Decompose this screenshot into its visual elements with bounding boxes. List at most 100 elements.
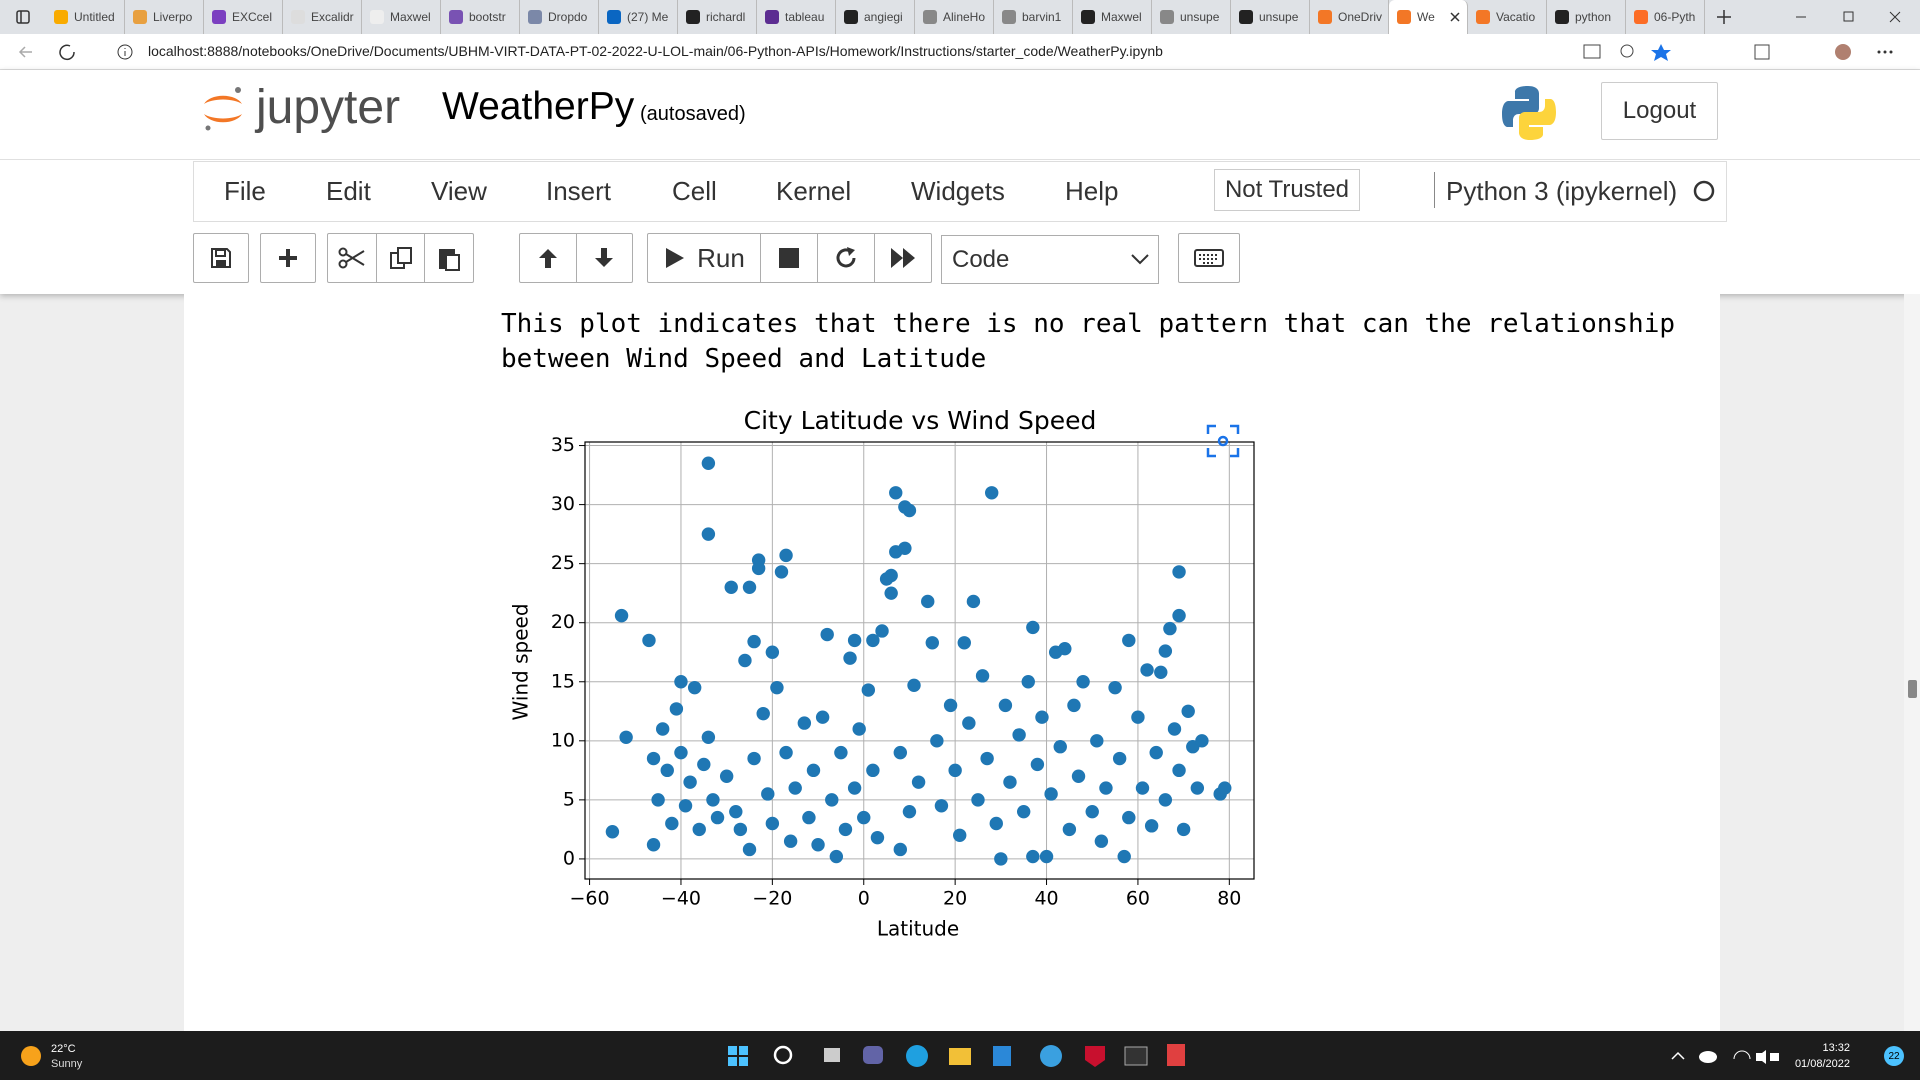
browser-tab[interactable]: Maxwel	[362, 0, 441, 34]
menu-item[interactable]: Edit	[326, 176, 371, 206]
tab-title: OneDriv	[1338, 10, 1383, 24]
browser-tab[interactable]: unsupe	[1152, 0, 1231, 34]
clock-date[interactable]: 01/08/2022	[1794, 1058, 1850, 1070]
scatter-point	[646, 838, 661, 852]
scatter-point	[619, 730, 633, 744]
browser-tab[interactable]: We	[1389, 0, 1468, 34]
clipboard-buttons[interactable]	[327, 233, 474, 283]
menu-item[interactable]: Widgets	[911, 176, 1005, 206]
weather-description[interactable]: Sunny	[51, 1058, 83, 1070]
weather-temperature[interactable]: 22°C	[51, 1043, 76, 1055]
scrollbar[interactable]	[1904, 294, 1920, 1031]
browser-tab[interactable]: python	[1547, 0, 1626, 34]
menu-item[interactable]: Help	[1065, 176, 1119, 206]
tab-title: AlineHo	[943, 10, 986, 24]
kernel-name[interactable]: Python 3 (ipykernel)	[1446, 176, 1678, 206]
scatter-point	[779, 548, 793, 563]
browser-tab[interactable]: EXCcel	[204, 0, 283, 34]
browser-tab[interactable]: OneDriv	[1310, 0, 1389, 34]
logout-button[interactable]: Logout	[1601, 82, 1718, 140]
menu-item[interactable]: Kernel	[776, 176, 852, 206]
scatter-point	[697, 757, 711, 772]
scatter-point	[953, 828, 967, 842]
jupyter-logo[interactable]: jupyter	[256, 81, 401, 134]
tab-title: Maxwel	[1101, 10, 1142, 24]
tab-icon	[1160, 10, 1174, 24]
y-tick-label: 0	[563, 847, 575, 869]
shortcuts-button[interactable]	[1178, 233, 1240, 283]
tab-title: richardl	[706, 10, 746, 24]
tab-icon	[1555, 10, 1569, 24]
window-controls[interactable]	[1790, 8, 1910, 26]
scatter-point	[898, 541, 912, 555]
browser-tab[interactable]: bootstr	[441, 0, 520, 34]
notification-badge[interactable]: 22	[1884, 1046, 1904, 1066]
trusted-indicator[interactable]: Not Trusted	[1214, 169, 1360, 211]
scatter-point	[902, 804, 917, 819]
scatter-point	[838, 822, 853, 837]
scatter-point	[1085, 804, 1099, 819]
x-tick-label: 40	[1034, 888, 1058, 910]
browser-tab[interactable]: tableau	[757, 0, 836, 34]
tab-title: (27) Me	[627, 10, 669, 24]
scatter-point	[1094, 834, 1109, 848]
browser-tab[interactable]: richardl	[678, 0, 757, 34]
nav-buttons[interactable]	[18, 43, 78, 61]
scatter-point	[765, 645, 780, 659]
menu-item[interactable]: File	[224, 176, 266, 206]
insert-cell-button[interactable]	[260, 233, 316, 283]
browser-tab[interactable]: Vacatio	[1468, 0, 1547, 34]
scatter-point	[975, 669, 990, 683]
browser-tab[interactable]: Dropdo	[520, 0, 599, 34]
menu-item[interactable]: Cell	[672, 176, 717, 206]
browser-tab[interactable]: Liverpo	[125, 0, 204, 34]
taskbar-apps[interactable]	[725, 1040, 1195, 1072]
expand-image-icon[interactable]	[1206, 424, 1240, 458]
run-controls[interactable]: Run	[647, 233, 932, 283]
browser-tab[interactable]: AlineHo	[915, 0, 994, 34]
move-buttons[interactable]	[519, 233, 633, 283]
scatter-point	[985, 486, 999, 500]
scatter-point	[1163, 621, 1177, 636]
system-tray[interactable]	[1670, 1047, 1780, 1065]
x-tick-label: 0	[858, 888, 870, 910]
scatter-point	[829, 849, 844, 864]
notebook-name[interactable]: WeatherPy	[442, 85, 635, 128]
browser-tab[interactable]: angiegi	[836, 0, 915, 34]
scatter-point	[1158, 644, 1173, 658]
scatter-point	[669, 702, 684, 716]
tab-title: Excalidr	[311, 10, 354, 24]
browser-tab[interactable]: Excalidr	[283, 0, 362, 34]
browser-tab[interactable]: Untitled	[46, 0, 125, 34]
scatter-point	[701, 456, 716, 470]
tab-actions[interactable]	[16, 10, 30, 24]
menu-item[interactable]: Insert	[546, 176, 612, 206]
tab-icon	[1239, 10, 1253, 24]
scatter-point	[980, 751, 994, 766]
tab-close[interactable]	[1449, 11, 1461, 23]
cell-type-select[interactable]: Code	[941, 235, 1159, 284]
tab-icon	[1002, 10, 1016, 24]
markdown-line: between Wind Speed and Latitude	[501, 344, 987, 374]
scatter-point	[884, 568, 898, 583]
site-info[interactable]	[117, 44, 133, 60]
url[interactable]: localhost:8888/notebooks/OneDrive/Docume…	[148, 43, 1163, 59]
tab-title: unsupe	[1180, 10, 1220, 24]
scatter-point	[1172, 763, 1186, 778]
browser-tab[interactable]: unsupe	[1231, 0, 1310, 34]
browser-tab[interactable]: 06-Pyth	[1626, 0, 1705, 34]
menu-item[interactable]: View	[431, 176, 487, 206]
new-tab[interactable]	[1716, 9, 1732, 25]
cell-type[interactable]: Code	[952, 245, 1010, 273]
scatter-point	[852, 722, 866, 736]
run-label[interactable]: Run	[697, 242, 745, 273]
tab-icon	[133, 10, 147, 24]
browser-tab[interactable]: Maxwel	[1073, 0, 1152, 34]
browser-tools[interactable]	[1540, 42, 1900, 62]
browser-tab[interactable]: (27) Me	[599, 0, 678, 34]
save-button[interactable]	[193, 233, 249, 283]
y-tick-label: 5	[563, 788, 575, 810]
clock-time[interactable]: 13:32	[1822, 1042, 1850, 1054]
scatter-point	[847, 781, 862, 795]
browser-tab[interactable]: barvin1	[994, 0, 1073, 34]
